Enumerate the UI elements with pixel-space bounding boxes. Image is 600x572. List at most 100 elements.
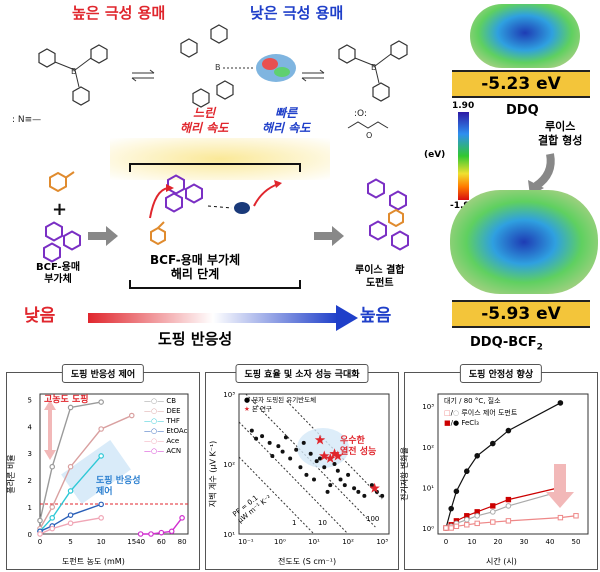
x-tick-label: 5 (68, 538, 72, 546)
y-tick-label: 0 (28, 531, 32, 539)
y-tick-label: 10³ (223, 391, 235, 399)
ddq-energy-bar: -5.23 eV (452, 70, 590, 98)
ddq-esp-map (470, 4, 580, 68)
this-work-star (319, 450, 330, 461)
high-polarity-label: 높은 극성 용매 (72, 4, 166, 22)
series-point (98, 426, 104, 432)
stability-point (505, 496, 512, 503)
x-tick-label: 10³ (376, 538, 388, 546)
stability-point (490, 519, 496, 525)
low-polarity-label: 낮은 극성 용매 (250, 4, 344, 22)
stability-point (453, 488, 460, 495)
series-point (67, 404, 74, 411)
annot-control: 도핑 반응성 제어 (96, 476, 141, 497)
series-point (49, 525, 56, 532)
panel1-title: 도핑 반응성 제어 (61, 364, 145, 383)
reactivity-gradient (88, 313, 338, 323)
data-point (301, 440, 306, 445)
series-point (37, 517, 43, 524)
mechanism-scheme: + (43, 163, 409, 289)
data-point (356, 489, 361, 494)
y-tick-label: 10¹ (422, 484, 434, 492)
chart-polaron: 0 1 2 3 4 5 0 5 10 15 40 60 80 (28, 393, 189, 546)
x-tick-label: 40 (136, 538, 145, 546)
bcf-molecule-right: B (338, 40, 408, 102)
series-point (67, 488, 74, 494)
chart-seebeck: 10⁻¹ 10⁰ 10¹ 10² 10³ 10¹ 10² 10³ (223, 391, 390, 546)
series-point (158, 529, 165, 536)
data-point (328, 483, 333, 488)
y-tick-label: 10³ (422, 403, 434, 411)
scale-max: 1.90 (452, 101, 475, 111)
svg-text:+: + (52, 199, 67, 220)
data-point (335, 468, 340, 473)
stability-point (448, 525, 454, 531)
x-tick-label: 10 (468, 538, 477, 546)
series-line-thf (39, 455, 102, 532)
data-point (332, 462, 337, 466)
scale-unit: (eV) (424, 150, 446, 160)
p2-legend: ● 분자 도핑된 유기반도체 ★ 본 연구 (244, 396, 317, 413)
bcf-solvent-adduct (43, 221, 81, 263)
arrow-gray-right (314, 226, 344, 246)
x-tick-label: 10² (342, 538, 354, 546)
lewis-dopant-product (367, 178, 409, 251)
data-point (312, 477, 316, 482)
this-work-star (314, 434, 326, 445)
series-point (148, 531, 154, 537)
legend-item-ace: —○— Ace (144, 437, 180, 445)
esp-color-scale (458, 112, 469, 200)
stability-point (474, 512, 480, 519)
solvent-inner (150, 221, 166, 246)
data-point (254, 436, 259, 441)
stability-line (445, 490, 561, 529)
legend-item-thf: —○— THF (144, 417, 180, 425)
legend-item-etoac: —○— EtOAc (144, 427, 188, 435)
stability-point (490, 509, 496, 515)
stability-point (505, 427, 512, 434)
series-point (168, 528, 175, 535)
x-tick-label: 10 (97, 538, 106, 546)
arrow-gray-left (88, 226, 118, 246)
series-point (128, 412, 135, 419)
y-tick-label: 3 (28, 450, 32, 458)
series-point (67, 463, 74, 470)
high-label: 높음 (360, 306, 392, 326)
x-tick-label: 80 (178, 538, 187, 546)
series-point (98, 515, 104, 521)
stability-point (474, 520, 480, 527)
p1-ylabel: 폴라론 비율 (6, 454, 16, 494)
dissociation-step-label: BCF-용매 부가체 해리 단계 (150, 253, 241, 281)
series-point (49, 463, 56, 470)
data-point (314, 459, 319, 464)
p3-legend: □/○ 루이스 제어 도펀트 ■/● FeCl₃ (444, 409, 518, 427)
p3-xlabel: 시간 (시) (486, 557, 517, 566)
svg-text:B: B (371, 63, 377, 72)
x-tick-label: 50 (572, 538, 581, 546)
data-point (338, 477, 343, 482)
p2-xlabel: 전도도 (S cm⁻¹) (278, 557, 337, 566)
y-tick-label: 4 (28, 423, 33, 431)
pf-line (238, 456, 315, 535)
series-point (179, 515, 185, 521)
x-tick-label: 10⁰ (274, 538, 286, 546)
series-point (98, 453, 104, 459)
svg-text:B: B (215, 63, 221, 72)
pf-100: 100 (366, 515, 380, 523)
panel2-title: 도핑 효율 및 소자 성능 극대화 (235, 364, 369, 383)
ddq-bcf-esp-map (450, 190, 598, 294)
slow-rate-label: 느린 해리 속도 (180, 106, 229, 135)
dissociation-bcf (165, 174, 203, 213)
red-curved-arrow-right (253, 183, 279, 207)
data-point (322, 465, 327, 470)
red-curved-arrow-left (149, 187, 169, 219)
y-tick-label: 1 (28, 504, 32, 512)
double-arrow (44, 400, 56, 460)
data-point (362, 493, 367, 498)
data-point (298, 465, 303, 470)
down-arrow (546, 464, 574, 508)
x-tick-label: 10¹ (308, 538, 320, 546)
series-point (37, 531, 43, 537)
ester-fragment: :O: O (347, 109, 389, 140)
series-point (98, 501, 104, 508)
